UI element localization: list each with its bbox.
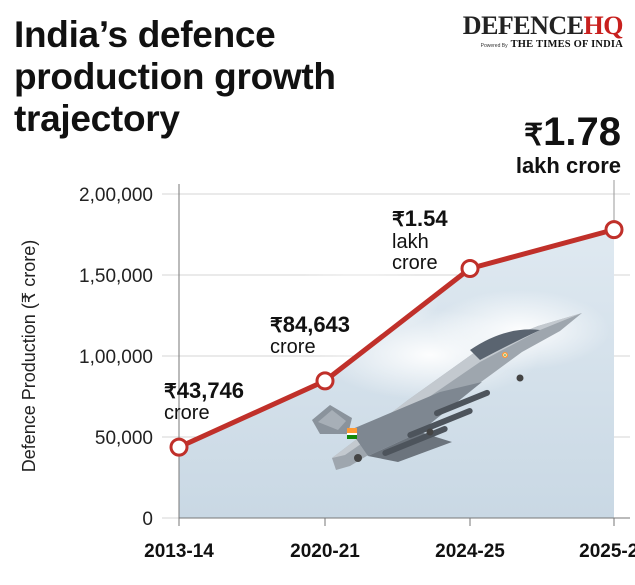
annotation-value: ₹43,746: [164, 378, 244, 403]
annotation-2024-25: ₹1.54 lakh crore: [392, 206, 448, 274]
x-tick-label: 2025-26: [579, 541, 635, 562]
annotation-unit: crore: [270, 336, 316, 358]
annotation-2020-21: ₹84,643 crore: [270, 312, 350, 358]
y-tick-label: 2,00,000: [79, 185, 153, 206]
x-tick-label: 2020-21: [290, 541, 360, 562]
annotation-unit: crore: [164, 402, 210, 424]
y-tick-label: 0: [142, 509, 153, 530]
brand-logo: DEFENCEHQ Powered By THE TIMES OF INDIA: [433, 11, 624, 51]
y-tick-label: 1,50,000: [79, 266, 153, 287]
x-axis-ticks: 2013-14 2020-21 2024-25 2025-26: [144, 518, 635, 562]
chart-title: India’s defence production growth trajec…: [14, 14, 336, 139]
x-tick-label: 2013-14: [144, 541, 214, 562]
annotation-value: ₹84,643: [270, 312, 350, 337]
annotation-value: ₹1.54: [392, 206, 448, 231]
y-axis-ticks: 0 50,000 1,00,000 1,50,000 2,00,000: [79, 185, 153, 530]
y-axis-label: Defence Production (₹ crore): [19, 240, 39, 473]
y-tick-label: 1,00,000: [79, 347, 153, 368]
data-points: [169, 220, 624, 457]
fighter-jet-image: [312, 313, 582, 470]
brand-partner: Powered By THE TIMES OF INDIA: [433, 39, 623, 50]
y-tick-label: 50,000: [95, 428, 153, 449]
axes: [178, 184, 630, 519]
annotation-unit-line1: lakh: [392, 231, 429, 253]
annotation-2025-26: ₹1.78 lakh crore: [516, 110, 621, 178]
partner-name: THE TIMES OF INDIA: [510, 39, 623, 50]
data-point: [315, 371, 335, 391]
series-line: [177, 227, 615, 450]
powered-by-text: Powered By: [480, 43, 508, 49]
annotation-unit: lakh crore: [516, 153, 621, 178]
annotation-2013-14: ₹43,746 crore: [164, 378, 244, 424]
data-point: [460, 259, 480, 279]
data-point: [169, 437, 189, 457]
annotation-unit-line2: crore: [392, 252, 438, 274]
data-point: [604, 220, 624, 240]
x-tick-label: 2024-25: [435, 541, 505, 562]
brand-wordmark: DEFENCEHQ: [462, 11, 624, 40]
annotation-value: ₹1.78: [524, 110, 621, 154]
